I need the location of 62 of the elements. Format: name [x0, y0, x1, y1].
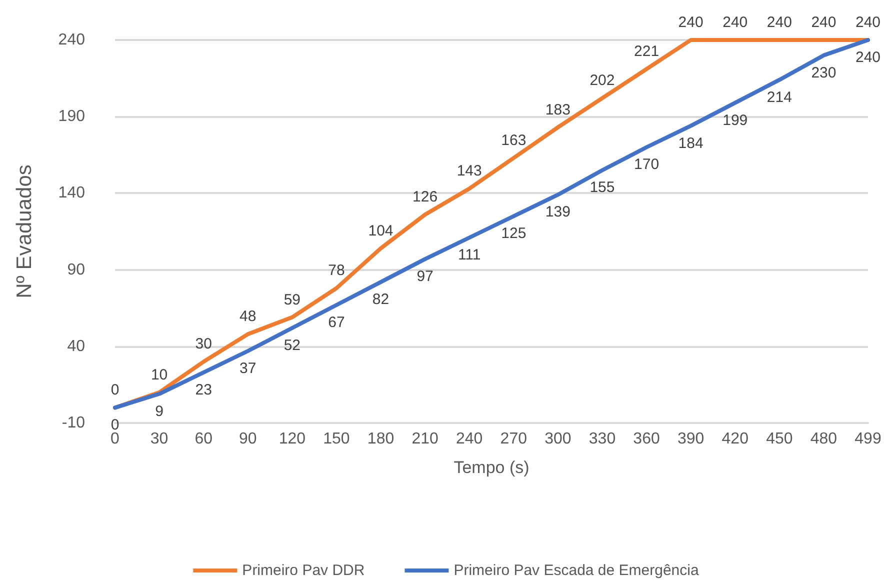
data-label: 0 — [110, 382, 120, 399]
data-label: 183 — [545, 101, 570, 118]
data-label: 10 — [150, 366, 168, 384]
x-tick-label: 240 — [456, 430, 483, 448]
data-label: 214 — [766, 88, 792, 106]
x-tick-label: 499 — [854, 430, 882, 448]
data-label: 230 — [811, 64, 836, 82]
data-label: 23 — [195, 381, 212, 398]
data-label: 221 — [634, 43, 660, 60]
x-tick-label: 180 — [367, 430, 394, 448]
x-tick-label: 330 — [588, 430, 616, 448]
data-label: 240 — [811, 14, 836, 31]
y-axis-title: Nº Evaduados — [13, 164, 36, 298]
data-label: 67 — [328, 314, 345, 332]
x-tick-label: 270 — [500, 430, 528, 448]
x-tick-label: 150 — [323, 430, 350, 448]
data-label: 163 — [501, 132, 526, 149]
y-tick-label: 240 — [58, 32, 86, 48]
y-tick-label: -10 — [62, 414, 86, 432]
data-label: 155 — [590, 179, 615, 196]
data-label: 37 — [240, 360, 256, 377]
data-label: 111 — [458, 246, 481, 264]
legend-label: Primeiro Pav DDR — [242, 562, 365, 579]
data-label: 240 — [722, 14, 748, 31]
legend-label: Primeiro Pav Escada de Emergência — [454, 562, 700, 579]
x-tick-label: 210 — [412, 430, 439, 448]
x-tick-label: 30 — [150, 430, 168, 448]
data-label: 52 — [284, 337, 301, 354]
x-tick-label: 90 — [238, 430, 257, 448]
data-label: 240 — [678, 14, 704, 31]
y-tick-label: 40 — [67, 338, 86, 355]
data-label: 240 — [855, 49, 881, 66]
data-label: 82 — [372, 291, 390, 308]
x-axis-title: Tempo (s) — [454, 458, 530, 477]
y-tick-label: 140 — [58, 184, 86, 202]
x-tick-label: 390 — [677, 430, 704, 448]
x-tick-label: 420 — [722, 430, 749, 448]
data-label: 125 — [501, 225, 526, 242]
x-tick-label: 480 — [810, 430, 838, 448]
data-label: 9 — [155, 402, 164, 420]
x-tick-label: 60 — [194, 430, 213, 448]
data-label: 78 — [328, 262, 345, 280]
data-label: 126 — [412, 188, 438, 206]
data-label: 30 — [195, 336, 212, 353]
data-label: 184 — [678, 134, 704, 152]
data-label: 97 — [416, 268, 434, 286]
data-label: 104 — [368, 222, 394, 240]
data-label: 59 — [284, 291, 301, 308]
data-label: 139 — [545, 204, 570, 221]
x-tick-label: 450 — [766, 430, 793, 448]
data-label: 240 — [766, 14, 792, 31]
data-label: 199 — [722, 112, 748, 129]
data-label: 240 — [855, 14, 881, 31]
y-tick-label: 190 — [58, 108, 86, 126]
data-label: 48 — [240, 308, 256, 326]
x-tick-label: 300 — [544, 430, 572, 448]
x-tick-label: 120 — [278, 430, 306, 448]
y-tick-label: 90 — [67, 261, 86, 278]
x-tick-label: 360 — [633, 430, 660, 448]
data-label: 202 — [590, 72, 615, 90]
data-label: 143 — [456, 162, 482, 180]
data-label: 170 — [634, 156, 660, 174]
